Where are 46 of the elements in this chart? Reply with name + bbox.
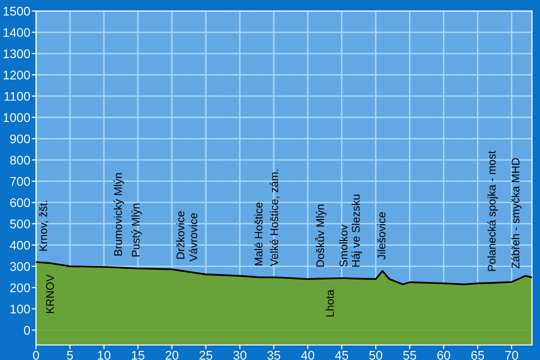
y-tick-label: 900 — [10, 134, 30, 144]
annotation: Lhota — [326, 290, 334, 316]
x-tick-label: 35 — [267, 350, 280, 360]
y-tick-label: 1500 — [4, 6, 30, 16]
annotation: Brumovický Mlýn — [114, 173, 124, 256]
y-tick-label: 700 — [10, 176, 30, 186]
y-tick-label: 1200 — [4, 70, 30, 80]
y-tick-label: 1400 — [4, 28, 30, 37]
y-tick-label: 200 — [10, 283, 30, 292]
x-tick-label: 65 — [471, 350, 484, 360]
x-tick-label: 60 — [437, 350, 450, 360]
annotation: Krnov, žšt. — [38, 200, 48, 251]
annotation: KRNOV — [46, 274, 54, 314]
x-tick-label: 70 — [505, 350, 518, 360]
y-tick-label: 800 — [10, 156, 30, 165]
annotation: Háj ve Slezsku — [351, 194, 362, 267]
x-tick-label: 25 — [200, 350, 212, 360]
annotation: Smolkov — [339, 224, 348, 267]
x-tick-label: 10 — [98, 350, 110, 360]
y-tick-label: 1000 — [4, 113, 30, 122]
y-tick-label: 500 — [10, 220, 30, 228]
x-tick-label: 45 — [335, 351, 348, 360]
x-tick-label: 40 — [301, 350, 314, 360]
annotation: Malé Hoštice — [254, 202, 263, 266]
x-tick-label: 20 — [166, 350, 178, 360]
annotation: Polanecká spojka - most — [487, 150, 498, 271]
x-tick-label: 5 — [66, 351, 73, 360]
y-tick-label: 400 — [10, 240, 30, 250]
x-tick-label: 50 — [369, 350, 382, 360]
x-tick-label: 15 — [132, 351, 144, 360]
y-tick-label: 1300 — [4, 49, 30, 58]
x-tick-label: 55 — [403, 351, 416, 360]
x-tick-label: 0 — [33, 350, 39, 360]
annotation: Velké Hoštice, zám. — [270, 170, 280, 266]
annotation: Držkovice — [176, 211, 184, 259]
y-tick-label: 1100 — [4, 92, 30, 101]
annotation: Doškův Mlýn — [315, 204, 326, 267]
y-tick-label: 0 — [24, 326, 30, 335]
x-tick-label: 30 — [233, 350, 246, 360]
y-tick-label: 300 — [10, 262, 30, 271]
annotation: Zábřeh - smyčka MHD — [511, 158, 522, 268]
y-tick-label: 100 — [10, 304, 30, 314]
y-tick-label: 600 — [10, 198, 30, 208]
annotation: Pustý Mlýn — [131, 204, 142, 256]
annotation: Jilešovice — [377, 212, 386, 260]
annotation: Vávrovice — [189, 213, 198, 262]
